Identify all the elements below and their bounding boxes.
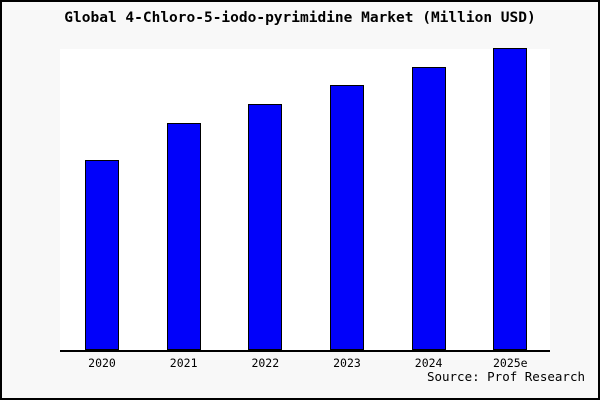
x-tick-2023: 2023 (333, 356, 361, 370)
x-tick-2021: 2021 (169, 356, 198, 370)
x-tick-2020: 2020 (88, 356, 116, 370)
x-tick-2024: 2024 (414, 356, 443, 370)
bar-2024 (411, 67, 446, 350)
bar-2020 (85, 160, 119, 350)
source-label: Source: Prof Research (426, 369, 585, 384)
bar-2022 (248, 104, 283, 350)
bar-2021 (166, 123, 201, 350)
plot-area (60, 48, 550, 352)
x-tick-2025e: 2025e (492, 356, 528, 370)
x-tick-2022: 2022 (251, 356, 280, 370)
bar-2025e (493, 48, 528, 350)
chart-title: Global 4-Chloro-5-iodo-pyrimidine Market… (64, 10, 536, 26)
bar-2023 (329, 85, 364, 350)
